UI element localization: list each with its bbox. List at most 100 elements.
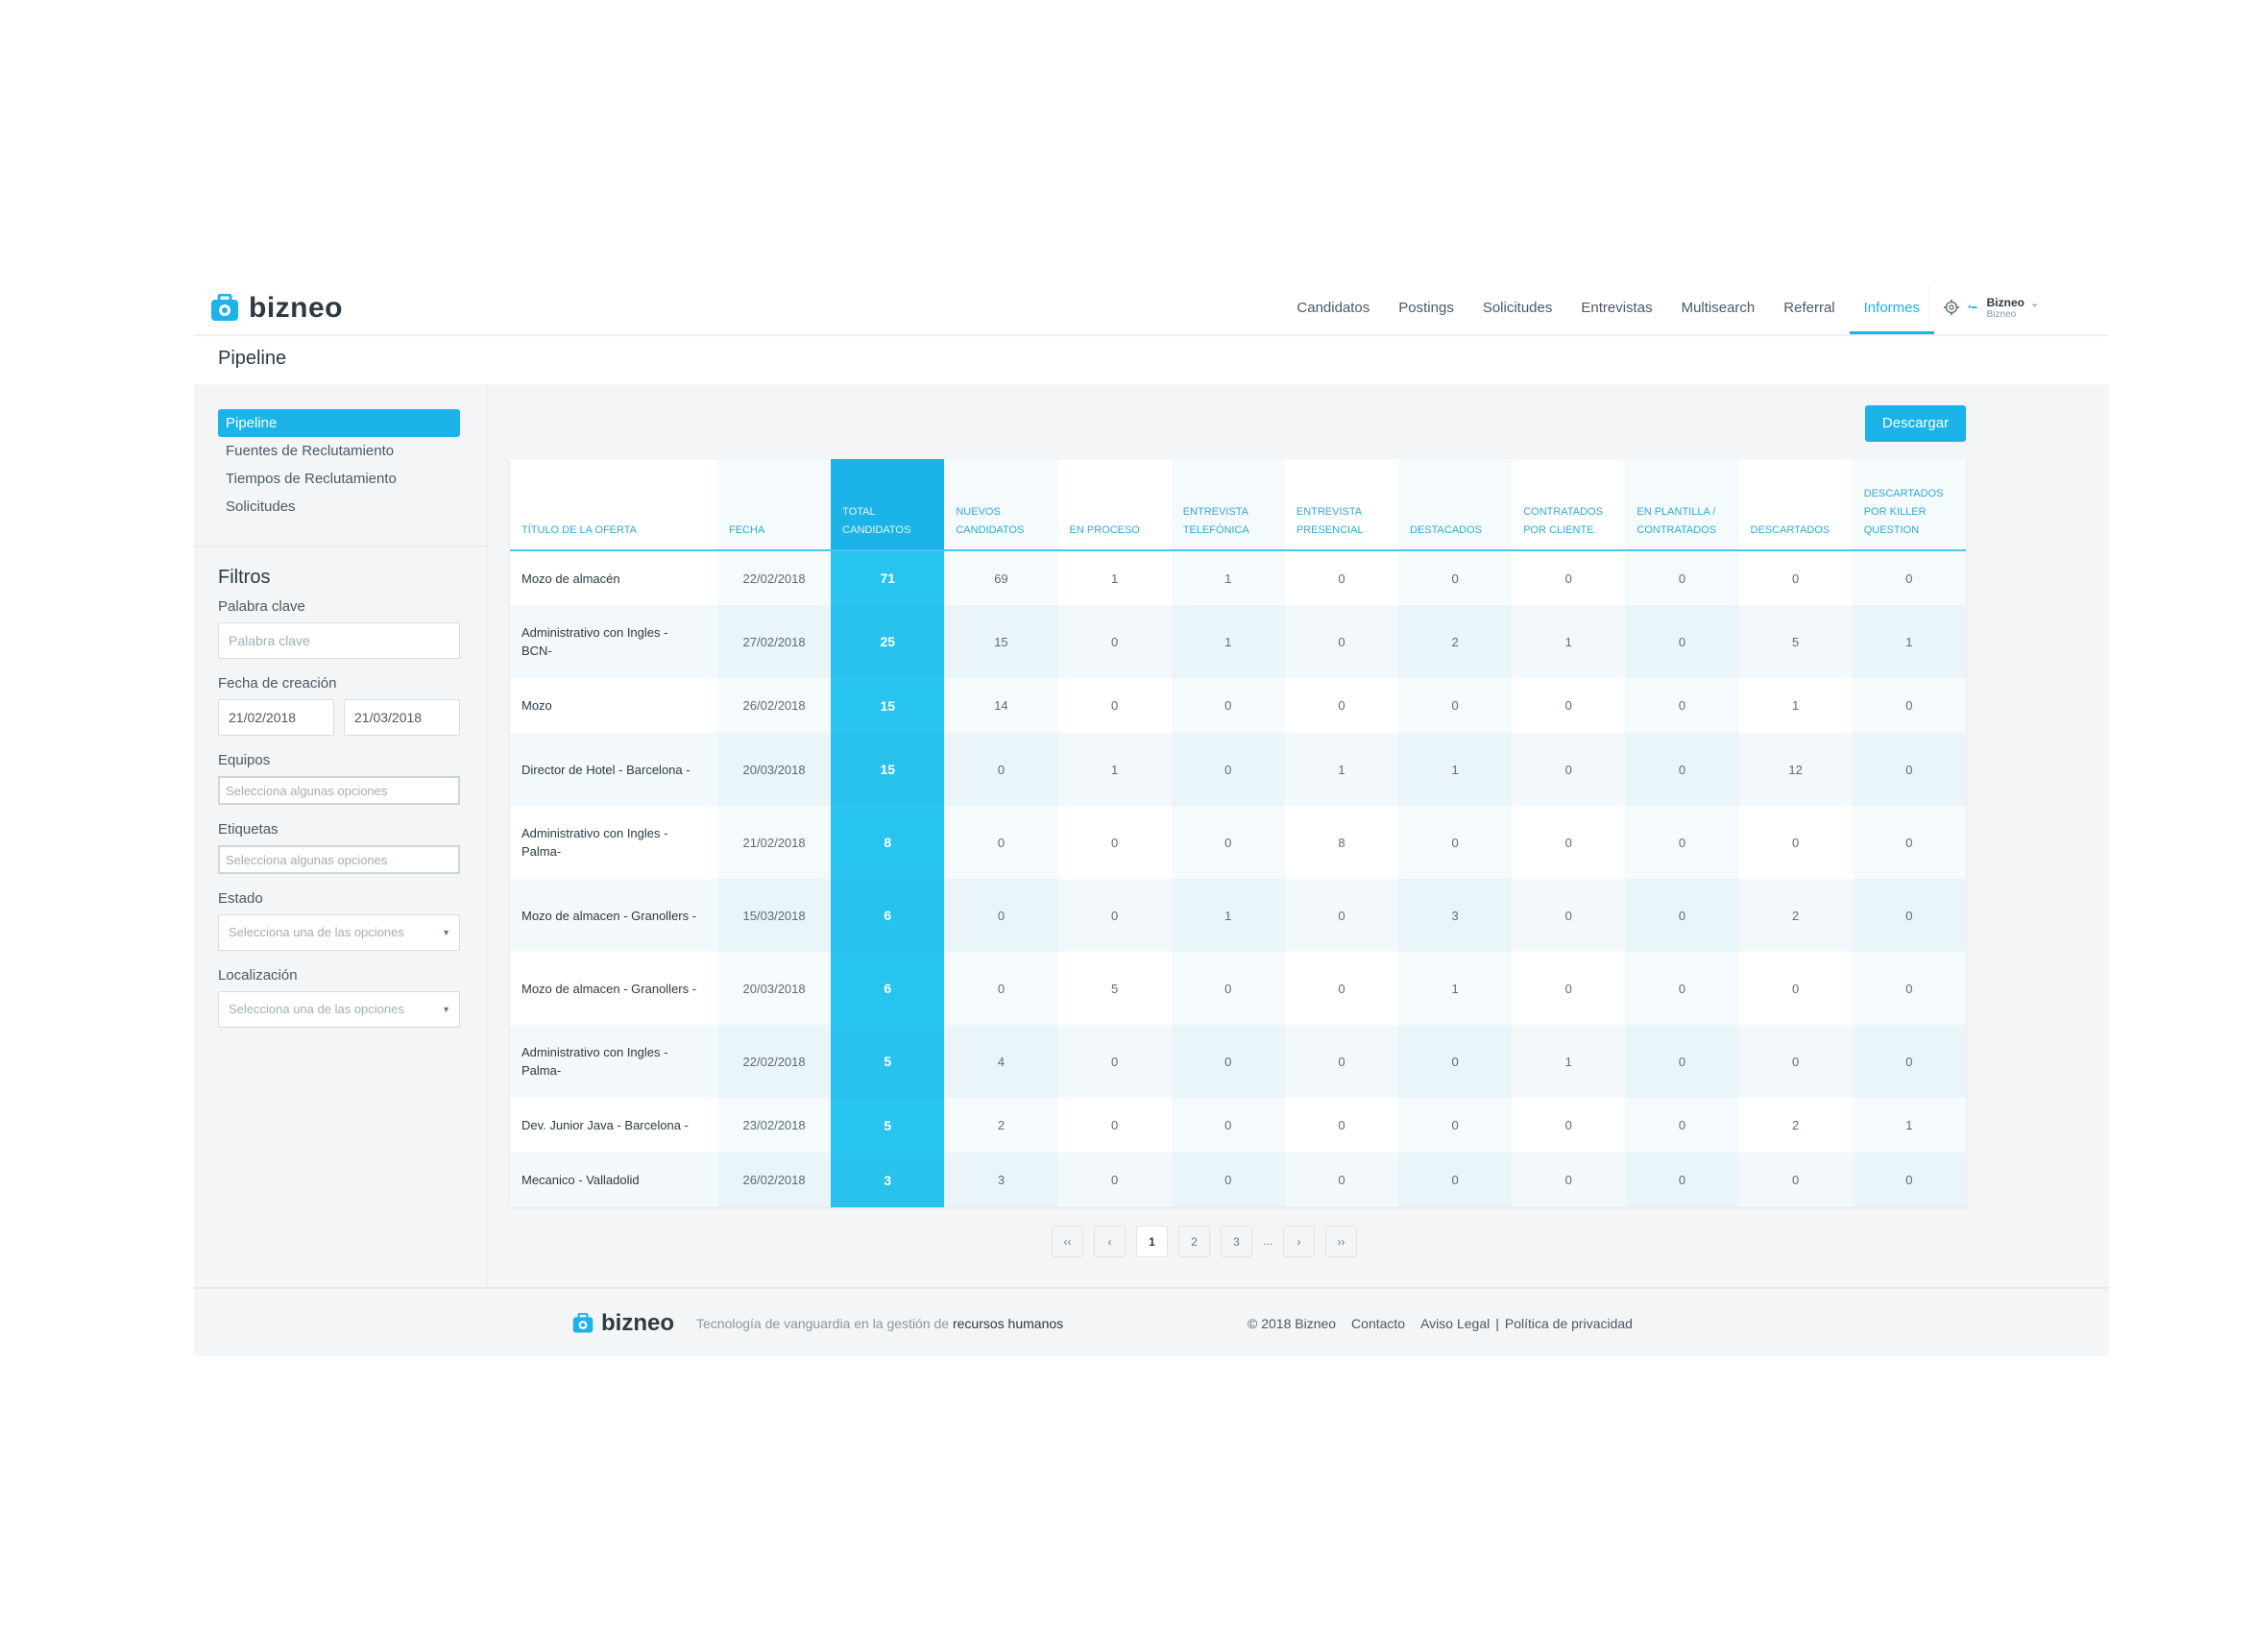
col-header-hired[interactable]: EN PLANTILLA / CONTRATADOS	[1625, 459, 1739, 551]
offer-title-cell: Dev. Junior Java - Barcelona -	[521, 1118, 689, 1132]
col-header-new[interactable]: NUEVOS CANDIDATOS	[944, 459, 1058, 551]
nav-entrevistas[interactable]: Entrevistas	[1581, 300, 1653, 316]
page-next-button[interactable]: ›	[1283, 1226, 1315, 1257]
col-header-hired-by-client[interactable]: CONTRATADOS POR CLIENTE	[1512, 459, 1626, 551]
gear-icon[interactable]	[1943, 299, 1960, 316]
filters-panel: Filtros Palabra clave Palabra clave Fech…	[218, 567, 460, 1028]
sidebar-item-solicitudes[interactable]: Solicitudes	[226, 498, 296, 515]
table-cell: 0	[1171, 806, 1285, 879]
table-cell: 0	[1057, 879, 1172, 952]
table-row[interactable]: Administrativo con Ingles - Palma- 22/02/…	[510, 1025, 1966, 1098]
table-cell: 0	[1852, 879, 1966, 952]
table-cell: 1	[1171, 879, 1285, 952]
table-row[interactable]: Director de Hotel - Barcelona -20/03/201…	[510, 733, 1966, 806]
location-select-value: Selecciona una de las opciones	[229, 1002, 404, 1016]
chevron-down-icon[interactable]: ⌄	[2029, 297, 2040, 309]
table-cell: 6	[831, 879, 945, 952]
col-header-discarded-kq[interactable]: DESCARTADOS POR KILLER QUESTION	[1852, 459, 1966, 551]
nav-postings[interactable]: Postings	[1398, 300, 1454, 316]
table-row[interactable]: Mozo de almacén 22/02/2018 71 69 1 1 0 0 0 0 0 0	[510, 550, 1966, 605]
table-cell: 1	[1398, 733, 1513, 806]
table-cell: 0	[1625, 806, 1739, 879]
col-header-date[interactable]: FECHA	[717, 459, 832, 551]
table-cell: 0	[1057, 1025, 1172, 1098]
table-cell: 5	[831, 1025, 945, 1098]
user-menu[interactable]: ●▬ Bizneo Bizneo ⌄	[1928, 286, 2092, 328]
state-select-value: Selecciona una de las opciones	[229, 925, 404, 939]
table-cell: 0	[1564, 981, 1572, 996]
table-header-row: TÍTULO DE LA OFERTA FECHA TOTAL CANDIDAT…	[510, 459, 1966, 551]
page-1-button[interactable]: 1	[1136, 1226, 1168, 1257]
table-row[interactable]: Mozo de almacen - Granollers - 20/03/2018…	[510, 952, 1966, 1025]
date-from-input[interactable]: 21/02/2018	[218, 699, 334, 736]
footer-logo[interactable]: bizneo	[570, 1310, 674, 1337]
table-cell: 1	[1512, 1025, 1626, 1098]
tags-label: Etiquetas	[218, 821, 279, 838]
table-row[interactable]: Dev. Junior Java - Barcelona - 23/02/2018…	[510, 1098, 1966, 1153]
table-row[interactable]: Mecanico - Valladolid 26/02/2018 3 3 0 0 0 0 0 0 0…	[510, 1153, 1966, 1207]
offer-title-cell: Director de Hotel - Barcelona -	[510, 733, 717, 806]
table-cell: 0	[1852, 1025, 1966, 1098]
table-cell: 0	[1171, 678, 1285, 733]
contact-link[interactable]: Contacto	[1351, 1316, 1406, 1331]
col-header-featured[interactable]: DESTACADOS	[1398, 459, 1513, 551]
company-logo-icon: ●▬	[1968, 304, 1977, 310]
page-3-button[interactable]: 3	[1221, 1226, 1252, 1257]
nav-referral[interactable]: Referral	[1783, 300, 1835, 316]
table-cell: 12	[1738, 733, 1853, 806]
table-cell: 0	[1398, 550, 1513, 605]
keyword-input[interactable]: Palabra clave	[218, 622, 460, 659]
table-cell: 0	[1338, 571, 1345, 586]
offer-title-cell: Mozo de almacen - Granollers -	[510, 879, 717, 952]
sidebar-item-fuentes[interactable]: Fuentes de Reclutamiento	[226, 443, 395, 459]
table-cell: 1	[1110, 571, 1119, 586]
table-row[interactable]: Mozo 26/02/2018 15 14 0 0 0 0 0 0 1 0	[510, 678, 1966, 733]
bizneo-logo-icon	[211, 294, 238, 321]
tagline-text: Tecnología de vanguardia en la gestión d…	[696, 1316, 950, 1331]
teams-multiselect[interactable]: Selecciona algunas opciones	[218, 776, 460, 805]
table-cell: 27/02/2018	[717, 605, 832, 678]
nav-solicitudes[interactable]: Solicitudes	[1482, 300, 1553, 316]
table-cell: 2	[944, 1098, 1058, 1153]
page-2-button[interactable]: 2	[1178, 1226, 1210, 1257]
page-last-button[interactable]: ››	[1325, 1226, 1357, 1257]
user-company: Bizneo	[1986, 308, 2017, 320]
download-button[interactable]: Descargar	[1865, 405, 1966, 442]
sidebar-item-pipeline[interactable]: Pipeline	[218, 409, 460, 437]
table-row[interactable]: Mozo de almacen - Granollers -15/03/2018…	[510, 879, 1966, 952]
nav-informes[interactable]: Informes	[1849, 280, 1934, 334]
user-identity: Bizneo Bizneo	[1987, 296, 2024, 320]
sidebar: Pipeline Fuentes de Reclutamiento Tiempo…	[194, 384, 488, 1287]
sidebar-item-tiempos[interactable]: Tiempos de Reclutamiento	[226, 471, 397, 487]
tags-multiselect[interactable]: Selecciona algunas opciones	[218, 845, 460, 874]
report-menu: Pipeline Fuentes de Reclutamiento Tiempo…	[218, 409, 460, 521]
table-cell: 6	[831, 952, 945, 1025]
col-header-discarded[interactable]: DESCARTADOS	[1738, 459, 1853, 551]
col-header-in-process[interactable]: EN PROCESO	[1057, 459, 1172, 551]
nav-multisearch[interactable]: Multisearch	[1681, 300, 1756, 316]
table-row[interactable]: Administrativo con Ingles - Palma- 21/02/…	[510, 806, 1966, 879]
location-select[interactable]: Selecciona una de las opciones ▼	[218, 991, 460, 1028]
brand-logo[interactable]: bizneo	[208, 292, 343, 325]
table-row[interactable]: Administrativo con Ingles - BCN- 27/02/20…	[510, 605, 1966, 678]
col-header-total[interactable]: TOTAL CANDIDATOS	[831, 459, 945, 551]
brand-name: bizneo	[249, 292, 343, 324]
nav-candidatos[interactable]: Candidatos	[1297, 300, 1370, 316]
page-prev-button[interactable]: ‹	[1094, 1226, 1126, 1257]
legal-link[interactable]: Aviso Legal	[1420, 1316, 1491, 1331]
col-header-title[interactable]: TÍTULO DE LA OFERTA	[510, 459, 717, 551]
tagline-highlight: recursos humanos	[952, 1316, 1064, 1331]
privacy-link[interactable]: Política de privacidad	[1504, 1316, 1633, 1331]
table-body: Mozo de almacén 22/02/2018 71 69 1 1 0 0 0 0 0 0 Adm…	[510, 550, 1966, 1207]
table-cell: 15	[831, 678, 945, 733]
col-header-in-person-interview[interactable]: ENTREVISTA PRESENCIAL	[1284, 459, 1399, 551]
date-to-input[interactable]: 21/03/2018	[344, 699, 460, 736]
table-cell: 0	[1398, 1153, 1513, 1207]
pagination: ‹‹ ‹ 1 2 3 ... › ››	[1052, 1226, 1368, 1257]
divider	[194, 546, 486, 547]
state-select[interactable]: Selecciona una de las opciones ▼	[218, 914, 460, 951]
state-label: Estado	[218, 890, 263, 907]
page-first-button[interactable]: ‹‹	[1052, 1226, 1083, 1257]
table-cell: 0	[1625, 678, 1739, 733]
col-header-phone-interview[interactable]: ENTREVISTA TELEFÓNICA	[1171, 459, 1285, 551]
